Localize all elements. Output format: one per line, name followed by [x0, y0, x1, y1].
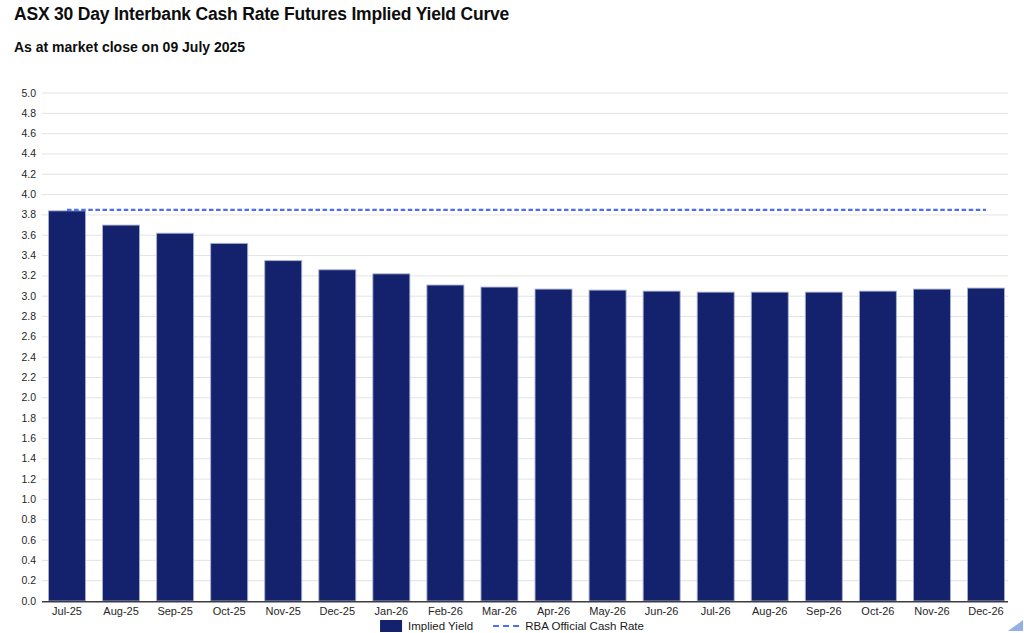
x-axis-label: Sep-25: [157, 605, 192, 617]
y-axis-label: 0.6: [21, 534, 36, 546]
y-axis-label: 5.0: [21, 87, 36, 99]
bar-Oct-25[interactable]: [211, 243, 248, 601]
x-axis-label: Feb-26: [428, 605, 463, 617]
y-axis-label: 2.2: [21, 371, 36, 383]
y-axis-label: 2.8: [21, 310, 36, 322]
y-axis-label: 4.4: [21, 147, 36, 159]
y-axis-label: 0.0: [21, 595, 36, 607]
page-title: ASX 30 Day Interbank Cash Rate Futures I…: [14, 4, 509, 25]
x-axis-label: Mar-26: [482, 605, 517, 617]
legend-label-implied-yield: Implied Yield: [408, 620, 473, 632]
bar-Nov-26[interactable]: [913, 289, 950, 601]
y-axis-label: 2.0: [21, 391, 36, 403]
page-subtitle: As at market close on 09 July 2025: [14, 39, 509, 55]
legend-item-implied-yield[interactable]: Implied Yield: [380, 620, 473, 632]
y-axis-label: 3.6: [21, 229, 36, 241]
x-axis-label: Jul-25: [52, 605, 82, 617]
bar-Jul-26[interactable]: [697, 292, 734, 601]
y-axis-label: 1.6: [21, 432, 36, 444]
y-axis-label: 1.4: [21, 452, 36, 464]
chart-page: 0.0 0.2 0.4 0.6 0.8 1.0 1.2 1.4 1.6 1.8 2.0 2.2 2.4 2…: [0, 0, 1024, 633]
logo-fragment-icon: [1008, 620, 1023, 631]
x-axis-label: Aug-25: [103, 605, 138, 617]
bar-Jun-26[interactable]: [643, 291, 680, 601]
bar-Mar-26[interactable]: [481, 287, 518, 601]
y-axis-label: 1.0: [21, 493, 36, 505]
x-axis-label: Jan-26: [375, 605, 409, 617]
y-axis-label: 1.2: [21, 473, 36, 485]
y-axis-label: 3.4: [21, 249, 36, 261]
x-axis-label: Jun-26: [645, 605, 679, 617]
x-axis-label: Nov-25: [266, 605, 301, 617]
bar-Sep-26[interactable]: [805, 292, 842, 601]
bar-Jan-26[interactable]: [373, 274, 410, 601]
x-axis-label: Dec-26: [968, 605, 1003, 617]
bar-May-26[interactable]: [589, 290, 626, 601]
bar-Oct-26[interactable]: [859, 291, 896, 601]
y-axis-label: 0.4: [21, 554, 36, 566]
bar-Apr-26[interactable]: [535, 289, 572, 601]
x-axis-label: Oct-26: [861, 605, 894, 617]
chart-header: ASX 30 Day Interbank Cash Rate Futures I…: [14, 4, 509, 55]
y-axis-label: 3.2: [21, 269, 36, 281]
bar-Aug-26[interactable]: [751, 292, 788, 601]
x-axis-label: Apr-26: [537, 605, 570, 617]
bar-Dec-26[interactable]: [968, 288, 1005, 601]
y-axis-label: 4.0: [21, 188, 36, 200]
implied-yield-swatch-icon: [380, 620, 402, 632]
x-axis-label: Aug-26: [752, 605, 787, 617]
x-axis-label: May-26: [589, 605, 626, 617]
y-axis-label: 4.8: [21, 107, 36, 119]
x-axis-label: Sep-26: [806, 605, 841, 617]
bar-Dec-25[interactable]: [319, 270, 356, 601]
x-axis-label: Oct-25: [213, 605, 246, 617]
chart-legend: Implied Yield RBA Official Cash Rate: [380, 620, 644, 632]
legend-item-rba-cash-rate[interactable]: RBA Official Cash Rate: [493, 620, 644, 632]
y-axis-label: 0.8: [21, 513, 36, 525]
y-axis-label: 4.6: [21, 127, 36, 139]
y-axis-label: 1.8: [21, 412, 36, 424]
chart-canvas: 0.0 0.2 0.4 0.6 0.8 1.0 1.2 1.4 1.6 1.8 2.0 2.2 2.4 2…: [0, 0, 1024, 633]
bar-Feb-26[interactable]: [427, 285, 464, 601]
y-axis-label: 0.2: [21, 574, 36, 586]
bar-Jul-25[interactable]: [49, 211, 86, 601]
rba-dashed-line-swatch-icon: [493, 625, 519, 627]
x-axis-label: Jul-26: [701, 605, 731, 617]
x-axis-label: Dec-25: [320, 605, 355, 617]
y-axis-label: 4.2: [21, 168, 36, 180]
y-axis-label: 3.8: [21, 208, 36, 220]
legend-label-rba-cash-rate: RBA Official Cash Rate: [525, 620, 644, 632]
bar-Nov-25[interactable]: [265, 261, 302, 601]
x-axis-label: Nov-26: [914, 605, 949, 617]
bar-Aug-25[interactable]: [103, 225, 140, 601]
y-axis-label: 3.0: [21, 290, 36, 302]
bar-Sep-25[interactable]: [157, 233, 194, 601]
y-axis-label: 2.6: [21, 330, 36, 342]
y-axis-label: 2.4: [21, 351, 36, 363]
